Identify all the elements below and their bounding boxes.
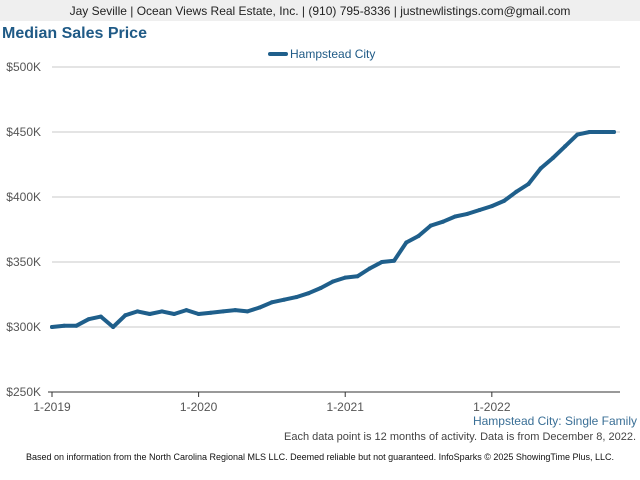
- x-axis: 1-2019 1-2020 1-2021 1-2022: [33, 391, 620, 414]
- data-point: [282, 297, 287, 302]
- series-caption: Hampstead City: Single Family: [473, 414, 637, 428]
- data-point: [98, 314, 103, 319]
- footnote: Each data point is 12 months of activity…: [284, 431, 636, 443]
- legend: Hampstead City: [268, 47, 375, 61]
- data-point: [367, 266, 372, 271]
- header-bar: Jay Seville | Ocean Views Real Estate, I…: [0, 0, 640, 21]
- data-point: [269, 300, 274, 305]
- y-tick-label: $250K: [6, 385, 41, 399]
- series-line: [50, 130, 616, 329]
- y-tick-label: $300K: [6, 320, 41, 334]
- median-price-chart: Hampstead City $500K $450K $400K $350K $300K…: [6, 47, 637, 428]
- y-tick-label: $500K: [6, 60, 41, 74]
- series-layer: [50, 130, 616, 329]
- y-axis: $500K $450K $400K $350K $300K $250K: [6, 60, 41, 399]
- data-point: [184, 308, 189, 313]
- data-point: [159, 309, 164, 314]
- data-point: [575, 132, 580, 137]
- data-point: [331, 279, 335, 284]
- data-point: [392, 258, 397, 263]
- data-point: [612, 130, 616, 134]
- data-point: [135, 309, 140, 314]
- data-point: [221, 309, 226, 314]
- data-point: [196, 312, 201, 316]
- x-tick-label: 1-2022: [473, 400, 511, 414]
- data-point: [550, 156, 555, 160]
- data-point: [294, 295, 299, 300]
- header-text: Jay Seville | Ocean Views Real Estate, I…: [69, 4, 571, 18]
- y-tick-label: $350K: [6, 255, 41, 269]
- data-point: [208, 310, 213, 315]
- data-point: [587, 130, 592, 134]
- data-point: [257, 305, 262, 310]
- y-tick-label: $400K: [6, 190, 41, 204]
- data-point: [111, 325, 116, 329]
- legend-label: Hampstead City: [290, 47, 375, 61]
- data-point: [416, 234, 421, 238]
- chart-title: Median Sales Price: [2, 25, 147, 42]
- grid-lines: [52, 66, 620, 328]
- data-point: [440, 219, 445, 224]
- data-point: [477, 208, 482, 212]
- x-tick-label: 1-2021: [327, 400, 365, 414]
- data-point: [404, 240, 409, 245]
- data-point: [563, 144, 568, 149]
- x-tick-label: 1-2019: [33, 400, 71, 414]
- data-point: [526, 182, 531, 186]
- data-point: [50, 325, 54, 329]
- x-tick-label: 1-2020: [180, 400, 218, 414]
- data-point: [306, 291, 311, 296]
- data-point: [343, 275, 348, 280]
- data-point: [465, 211, 470, 216]
- data-point: [428, 223, 433, 228]
- data-point: [538, 166, 543, 171]
- data-point: [74, 323, 79, 328]
- data-point: [379, 260, 384, 264]
- data-point: [123, 313, 128, 318]
- data-point: [453, 214, 458, 219]
- y-tick-label: $450K: [6, 125, 41, 139]
- data-point: [86, 317, 91, 322]
- data-point: [502, 198, 507, 203]
- data-point: [245, 309, 250, 314]
- data-point: [599, 130, 604, 134]
- data-point: [489, 204, 494, 209]
- data-point: [172, 312, 177, 316]
- data-point: [62, 323, 67, 328]
- data-point: [318, 286, 323, 290]
- source-note: Based on information from the North Caro…: [25, 452, 615, 462]
- data-point: [147, 312, 152, 316]
- data-point: [233, 308, 238, 313]
- data-point: [355, 274, 360, 279]
- data-point: [514, 189, 519, 194]
